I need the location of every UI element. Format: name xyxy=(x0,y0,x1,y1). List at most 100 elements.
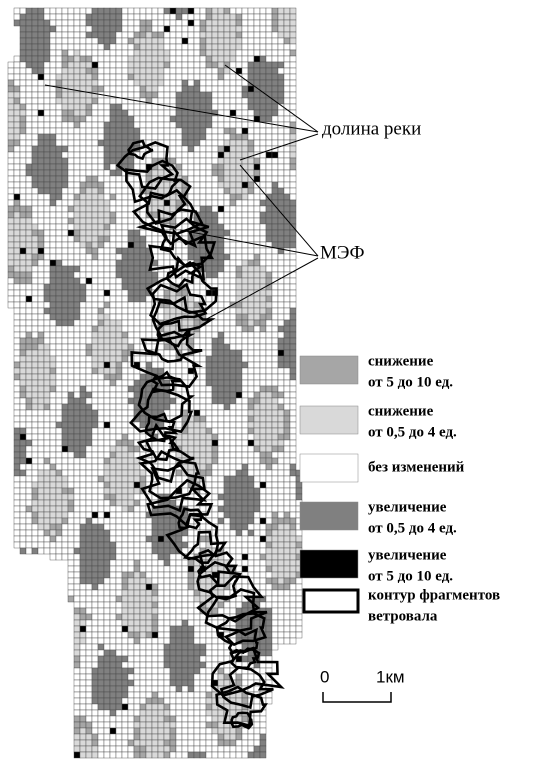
grid-cell xyxy=(145,535,153,543)
grid-cell xyxy=(211,451,219,459)
grid-cell xyxy=(217,313,225,321)
grid-cell xyxy=(199,145,207,153)
grid-cell xyxy=(247,67,255,75)
grid-cell xyxy=(229,343,237,351)
grid-cell xyxy=(109,193,117,201)
grid-cell xyxy=(283,163,291,171)
grid-cell xyxy=(25,91,33,99)
grid-cell xyxy=(223,277,231,285)
grid-cell xyxy=(163,97,171,105)
grid-cell xyxy=(49,145,57,153)
grid-cell xyxy=(37,379,45,387)
grid-cell xyxy=(247,469,255,477)
grid-cell xyxy=(127,601,135,609)
grid-cell xyxy=(79,325,87,333)
grid-cell xyxy=(211,511,219,519)
grid-cell xyxy=(241,331,249,339)
grid-cell xyxy=(79,505,87,513)
grid-cell xyxy=(253,427,261,435)
grid-cell xyxy=(109,115,117,123)
grid-cell xyxy=(31,409,39,417)
grid-cell xyxy=(163,199,171,207)
grid-cell xyxy=(79,37,87,45)
grid-cell xyxy=(61,529,69,537)
grid-cell xyxy=(235,409,243,417)
grid-cell xyxy=(217,25,225,33)
grid-cell xyxy=(37,211,45,219)
grid-cell xyxy=(73,43,81,51)
grid-cell xyxy=(133,49,141,57)
grid-cell xyxy=(241,37,249,45)
grid-cell xyxy=(67,511,75,519)
grid-cell xyxy=(61,535,69,543)
grid-cell xyxy=(181,595,189,603)
grid-cell xyxy=(97,229,105,237)
grid-cell xyxy=(139,283,147,291)
grid-cell xyxy=(79,13,87,21)
grid-cell xyxy=(277,565,285,573)
grid-cell xyxy=(259,229,267,237)
grid-cell xyxy=(121,601,129,609)
grid-cell xyxy=(43,61,51,69)
grid-cell xyxy=(187,625,195,633)
grid-cell xyxy=(265,361,273,369)
grid-cell xyxy=(253,61,261,69)
grid-cell xyxy=(223,103,231,111)
grid-cell xyxy=(241,13,249,21)
grid-cell xyxy=(169,205,177,213)
grid-cell xyxy=(211,277,219,285)
grid-cell xyxy=(223,349,231,357)
grid-cell xyxy=(277,613,285,621)
grid-cell xyxy=(145,631,153,639)
grid-cell xyxy=(31,463,39,471)
grid-cell xyxy=(67,223,75,231)
grid-cell xyxy=(19,523,27,531)
grid-cell xyxy=(187,595,195,603)
grid-cell xyxy=(217,157,225,165)
grid-cell xyxy=(103,235,111,243)
grid-cell xyxy=(289,157,297,165)
grid-cell xyxy=(73,211,81,219)
grid-cell xyxy=(61,355,69,363)
grid-cell xyxy=(43,193,51,201)
grid-cell xyxy=(223,193,231,201)
grid-cell xyxy=(175,13,183,21)
grid-cell xyxy=(217,127,225,135)
grid-cell xyxy=(157,343,165,351)
grid-cell xyxy=(199,211,207,219)
grid-cell xyxy=(79,217,87,225)
grid-cell xyxy=(277,469,285,477)
grid-cell xyxy=(241,229,249,237)
grid-cell xyxy=(145,607,153,615)
grid-cell xyxy=(7,67,15,75)
grid-cell xyxy=(13,151,21,159)
grid-cell xyxy=(73,541,81,549)
grid-cell xyxy=(85,595,93,603)
grid-cell xyxy=(91,535,99,543)
grid-cell xyxy=(49,277,57,285)
grid-cell xyxy=(223,157,231,165)
grid-cell xyxy=(265,439,273,447)
grid-cell xyxy=(265,73,273,81)
grid-cell xyxy=(235,391,243,399)
grid-cell xyxy=(97,139,105,147)
grid-cell xyxy=(271,481,279,489)
grid-cell xyxy=(193,181,201,189)
grid-cell xyxy=(79,139,87,147)
grid-cell xyxy=(19,55,27,63)
grid-cell xyxy=(235,469,243,477)
grid-cell xyxy=(13,409,21,417)
grid-cell xyxy=(115,67,123,75)
grid-cell xyxy=(133,31,141,39)
grid-cell xyxy=(91,301,99,309)
grid-cell xyxy=(115,79,123,87)
grid-cell xyxy=(187,25,195,33)
grid-cell xyxy=(235,25,243,33)
grid-cell xyxy=(259,481,267,489)
grid-cell xyxy=(79,463,87,471)
grid-cell xyxy=(55,133,63,141)
grid-cell xyxy=(13,493,21,501)
grid-cell xyxy=(271,451,279,459)
grid-cell xyxy=(277,331,285,339)
grid-cell xyxy=(103,463,111,471)
